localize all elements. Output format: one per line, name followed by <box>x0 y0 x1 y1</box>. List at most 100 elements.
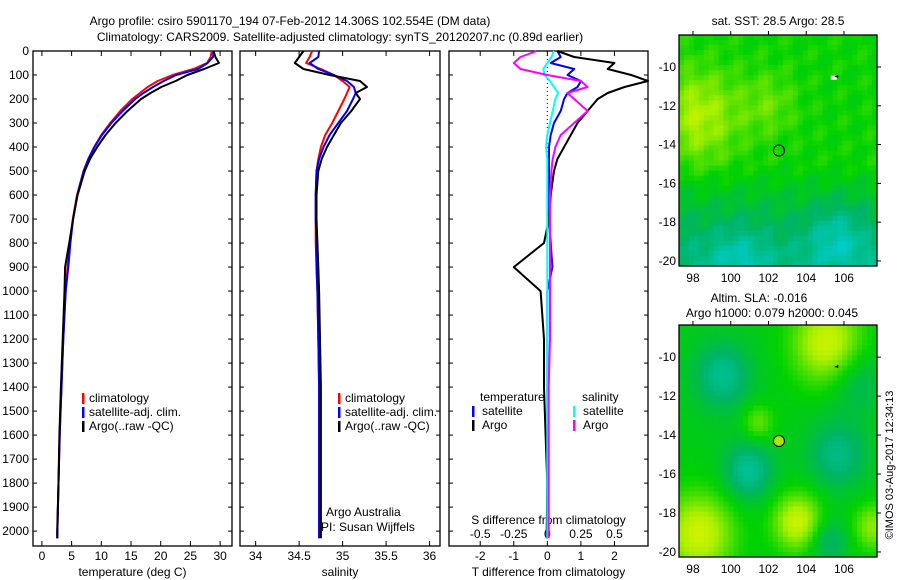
map-cell <box>778 370 784 376</box>
map-cell <box>862 380 868 387</box>
map-cell <box>768 340 774 346</box>
map-cell <box>703 80 710 86</box>
map-cell <box>763 451 769 457</box>
map-cell <box>787 425 794 432</box>
map-cell <box>743 410 749 417</box>
map-cell <box>733 145 739 151</box>
x-tick-label: 34.5 <box>287 549 311 563</box>
map-cell <box>708 145 715 151</box>
map-cell <box>817 370 824 376</box>
map-cell <box>688 230 695 237</box>
map-cell <box>728 110 734 116</box>
map-cell <box>797 140 804 146</box>
map-cell <box>683 496 690 503</box>
map-cell <box>862 240 868 247</box>
map-cell <box>713 225 720 232</box>
map-cell <box>867 110 873 116</box>
map-cell <box>758 441 764 447</box>
map-cell <box>862 370 868 376</box>
map-cell <box>763 390 769 397</box>
map-cell <box>753 446 759 452</box>
map-cell <box>797 516 804 523</box>
map-cell <box>872 45 878 51</box>
map-cell <box>773 446 779 452</box>
map-cell <box>817 230 824 237</box>
map-cell <box>718 430 725 437</box>
map-cell <box>837 405 843 412</box>
profile-location-marker <box>772 144 785 157</box>
map-cell <box>768 325 774 331</box>
s-tick-label: -0.25 <box>500 527 528 541</box>
map-cell <box>698 526 705 533</box>
map-cell <box>688 90 695 96</box>
map-cell <box>723 476 729 482</box>
map-cell <box>703 461 710 467</box>
map-cell <box>817 486 824 492</box>
map-cell <box>703 155 710 162</box>
map-cell <box>713 511 720 518</box>
map-cell <box>733 491 739 497</box>
map-cell <box>812 205 819 212</box>
map-cell <box>679 446 685 452</box>
map-cell <box>758 190 764 197</box>
map-cell <box>862 516 868 523</box>
map-cell <box>738 466 744 472</box>
map-cell <box>778 365 784 371</box>
map-cell <box>832 40 838 46</box>
map-cell <box>872 325 878 331</box>
map-cell <box>782 551 789 558</box>
map-cell <box>812 380 819 387</box>
map-cell <box>857 175 863 182</box>
map-cell <box>723 80 729 86</box>
map-cell <box>723 240 729 247</box>
map-cell <box>862 185 868 192</box>
map-cell <box>723 250 729 257</box>
map-cell <box>758 370 764 376</box>
map-cell <box>778 541 784 548</box>
map-cell <box>787 365 794 371</box>
map-cell <box>817 70 824 76</box>
map-cell <box>807 390 814 397</box>
map-cell <box>807 375 814 381</box>
map-cell <box>728 145 734 151</box>
map-cell <box>797 461 804 467</box>
map-cell <box>862 335 868 341</box>
map-cell <box>683 175 690 182</box>
map-cell <box>758 220 764 227</box>
map-cell <box>748 260 754 267</box>
map-cell <box>867 496 873 503</box>
map-cell <box>832 435 838 442</box>
map-cell <box>802 255 809 262</box>
map-cell <box>723 95 729 101</box>
map-cell <box>872 360 878 366</box>
map-cell <box>802 150 809 157</box>
map-cell <box>817 325 824 331</box>
map-cell <box>822 335 828 341</box>
map-cell <box>748 60 754 66</box>
map-cell <box>748 506 754 513</box>
map-cell <box>738 200 744 207</box>
map-cell <box>822 496 828 503</box>
map-cell <box>698 471 705 477</box>
map-cell <box>797 100 804 106</box>
map-cell <box>743 230 749 237</box>
map-cell <box>748 220 754 227</box>
map-cell <box>693 405 700 412</box>
map-cell <box>768 456 774 462</box>
map-cell <box>782 370 789 376</box>
map-cell <box>812 551 819 558</box>
map-cell <box>847 145 853 151</box>
map-cell <box>857 205 863 212</box>
map-cell <box>872 496 878 503</box>
map-cell <box>693 501 700 508</box>
map-cell <box>738 220 744 227</box>
map-cell <box>768 501 774 508</box>
map-cell <box>743 195 749 202</box>
map-cell <box>832 330 838 336</box>
map-cell <box>733 486 739 492</box>
map-cell <box>758 536 764 543</box>
map-cell <box>837 225 843 232</box>
map-cell <box>758 260 764 267</box>
map-cell <box>743 90 749 96</box>
map-cell <box>703 120 710 126</box>
